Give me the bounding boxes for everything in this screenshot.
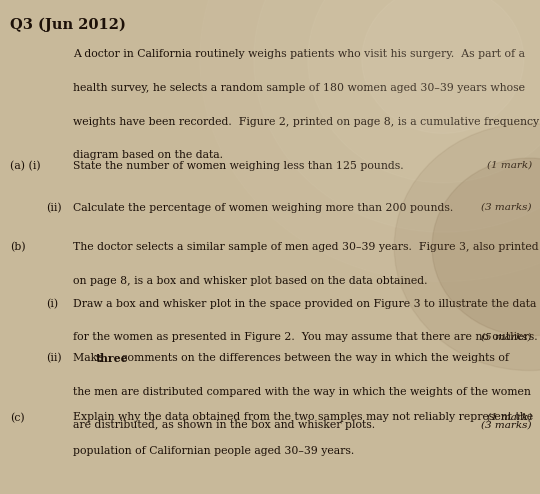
Text: (1 mark): (1 mark) [487,412,532,421]
Text: State the number of women weighing less than 125 pounds.: State the number of women weighing less … [73,161,403,170]
Text: Explain why the data obtained from the two samples may not reliably represent th: Explain why the data obtained from the t… [73,412,533,422]
Text: comments on the differences between the way in which the weights of: comments on the differences between the … [118,353,509,363]
Text: population of Californian people aged 30–39 years.: population of Californian people aged 30… [73,446,354,456]
Text: (1 mark): (1 mark) [487,161,532,169]
Text: weights have been recorded.  Figure 2, printed on page 8, is a cumulative freque: weights have been recorded. Figure 2, pr… [73,117,539,126]
Text: for the women as presented in Figure 2.  You may assume that there are no outlie: for the women as presented in Figure 2. … [73,332,537,342]
Text: diagram based on the data.: diagram based on the data. [73,150,223,160]
Text: three: three [96,353,128,364]
Text: Calculate the percentage of women weighing more than 200 pounds.: Calculate the percentage of women weighi… [73,203,453,212]
Text: are distributed, as shown in the box and whisker plots.: are distributed, as shown in the box and… [73,420,375,430]
Text: (5 marks): (5 marks) [481,332,532,341]
Circle shape [394,124,540,370]
Text: on page 8, is a box and whisker plot based on the data obtained.: on page 8, is a box and whisker plot bas… [73,276,427,286]
Text: (ii): (ii) [46,203,62,213]
Text: (b): (b) [10,242,25,252]
Circle shape [432,158,540,336]
Circle shape [254,0,540,232]
Circle shape [362,0,524,133]
Text: health survey, he selects a random sample of 180 women aged 30–39 years whose: health survey, he selects a random sampl… [73,83,525,93]
Text: Draw a box and whisker plot in the space provided on Figure 3 to illustrate the : Draw a box and whisker plot in the space… [73,299,536,309]
Text: (ii): (ii) [46,353,62,364]
Text: A doctor in California routinely weighs patients who visit his surgery.  As part: A doctor in California routinely weighs … [73,49,525,59]
Text: (a) (i): (a) (i) [10,161,40,171]
Text: the men are distributed compared with the way in which the weights of the women: the men are distributed compared with th… [73,387,531,397]
Text: The doctor selects a similar sample of men aged 30–39 years.  ​Figure 3, also pr: The doctor selects a similar sample of m… [73,242,538,252]
Circle shape [308,0,540,183]
Text: (3 marks): (3 marks) [481,420,532,429]
Text: Make: Make [73,353,107,363]
Text: (3 marks): (3 marks) [481,203,532,211]
Text: (i): (i) [46,299,58,309]
Text: Q3 (Jun 2012): Q3 (Jun 2012) [10,17,126,32]
Text: (c): (c) [10,412,24,423]
